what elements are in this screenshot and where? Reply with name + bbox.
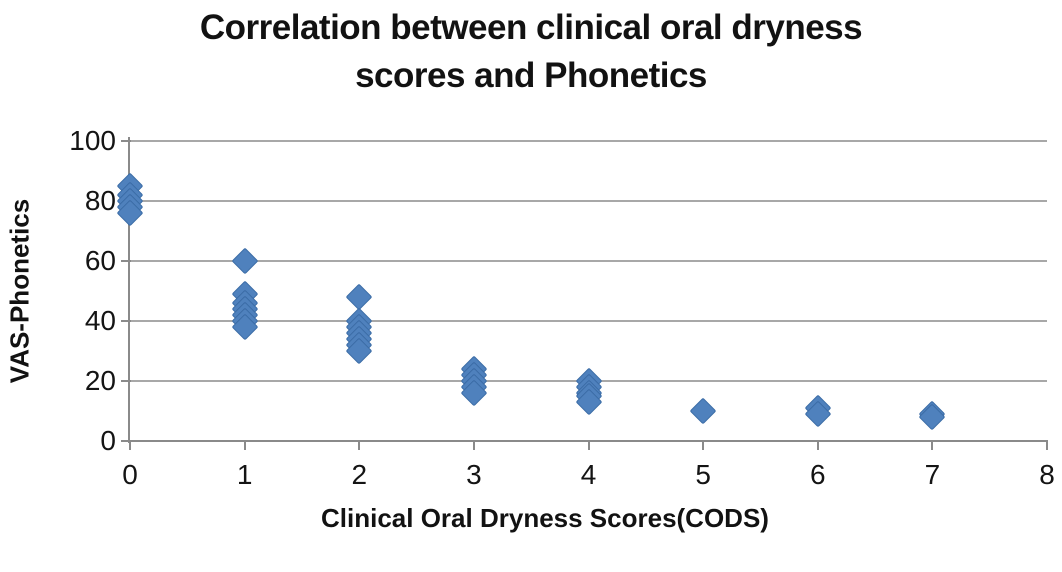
x-tick-label: 1: [236, 459, 253, 490]
y-tick-mark: [121, 320, 131, 322]
x-tick-mark: [472, 441, 475, 450]
x-tick-label: 7: [924, 459, 941, 490]
x-axis-title: Clinical Oral Dryness Scores(CODS): [321, 503, 769, 533]
x-tick-mark: [1046, 441, 1048, 450]
x-tick-label: 3: [466, 459, 482, 490]
chart-title: Correlation between clinical oral drynes…: [0, 4, 1062, 100]
y-axis-line: [128, 137, 130, 443]
x-tick-label: 6: [809, 459, 826, 490]
x-tick-label: 5: [695, 459, 711, 490]
y-tick-mark: [121, 260, 131, 262]
x-tick-label: 4: [580, 459, 597, 490]
h-gridline: [130, 140, 1047, 142]
x-tick-mark: [129, 441, 131, 450]
x-tick-mark: [243, 441, 246, 450]
h-gridline: [130, 320, 1047, 322]
y-tick-label: 40: [84, 305, 116, 336]
chart-title-line1: Correlation between clinical oral drynes…: [199, 8, 863, 47]
chart-title-line2: scores and Phonetics: [355, 56, 707, 95]
x-tick-label: 0: [122, 459, 138, 490]
x-tick-mark: [931, 441, 934, 450]
y-tick-label: 100: [69, 125, 116, 156]
data-point-diamond: [689, 397, 717, 425]
y-tick-mark: [121, 380, 131, 382]
x-tick-mark: [358, 441, 361, 450]
x-axis-line: [121, 440, 1048, 442]
x-tick-label: 8: [1039, 459, 1055, 490]
y-tick-label: 60: [84, 245, 116, 276]
y-tick-label: 80: [84, 185, 116, 216]
x-tick-mark: [702, 441, 705, 450]
h-gridline: [130, 200, 1047, 202]
data-point-diamond: [345, 283, 373, 311]
h-gridline: [130, 260, 1047, 262]
data-point-diamond: [231, 247, 259, 275]
y-tick-mark: [121, 140, 131, 142]
y-tick-label: 20: [84, 365, 116, 396]
x-tick-mark: [816, 441, 819, 450]
data-point-diamond: [918, 403, 946, 431]
x-tick-label: 2: [351, 459, 368, 490]
y-tick-label: 0: [100, 425, 116, 456]
x-tick-mark: [587, 441, 590, 450]
